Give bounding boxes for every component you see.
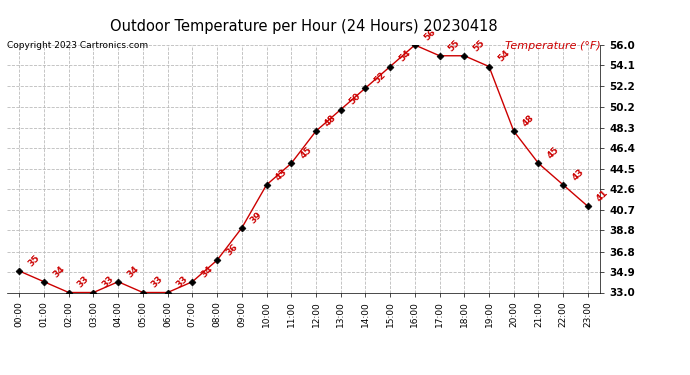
Text: 54: 54 (397, 48, 413, 64)
Text: 48: 48 (323, 113, 338, 128)
Text: 55: 55 (471, 38, 486, 53)
Text: 34: 34 (199, 264, 215, 279)
Text: 55: 55 (446, 38, 462, 53)
Text: 56: 56 (422, 27, 437, 42)
Text: 34: 34 (125, 264, 140, 279)
Text: 35: 35 (26, 253, 41, 268)
Text: 33: 33 (76, 274, 91, 290)
Text: Copyright 2023 Cartronics.com: Copyright 2023 Cartronics.com (7, 41, 148, 50)
Text: Temperature (°F): Temperature (°F) (504, 41, 600, 51)
Text: 45: 45 (545, 145, 561, 160)
Text: 52: 52 (373, 70, 388, 85)
Text: 45: 45 (298, 145, 313, 160)
Text: 33: 33 (100, 274, 116, 290)
Text: 34: 34 (51, 264, 66, 279)
Text: 54: 54 (496, 48, 511, 64)
Text: Outdoor Temperature per Hour (24 Hours) 20230418: Outdoor Temperature per Hour (24 Hours) … (110, 19, 497, 34)
Text: 39: 39 (248, 210, 264, 225)
Text: 43: 43 (273, 167, 288, 182)
Text: 33: 33 (150, 274, 165, 290)
Text: 50: 50 (348, 92, 363, 107)
Text: 41: 41 (595, 188, 610, 204)
Text: 43: 43 (570, 167, 585, 182)
Text: 36: 36 (224, 242, 239, 258)
Text: 48: 48 (521, 113, 536, 128)
Text: 33: 33 (175, 274, 190, 290)
